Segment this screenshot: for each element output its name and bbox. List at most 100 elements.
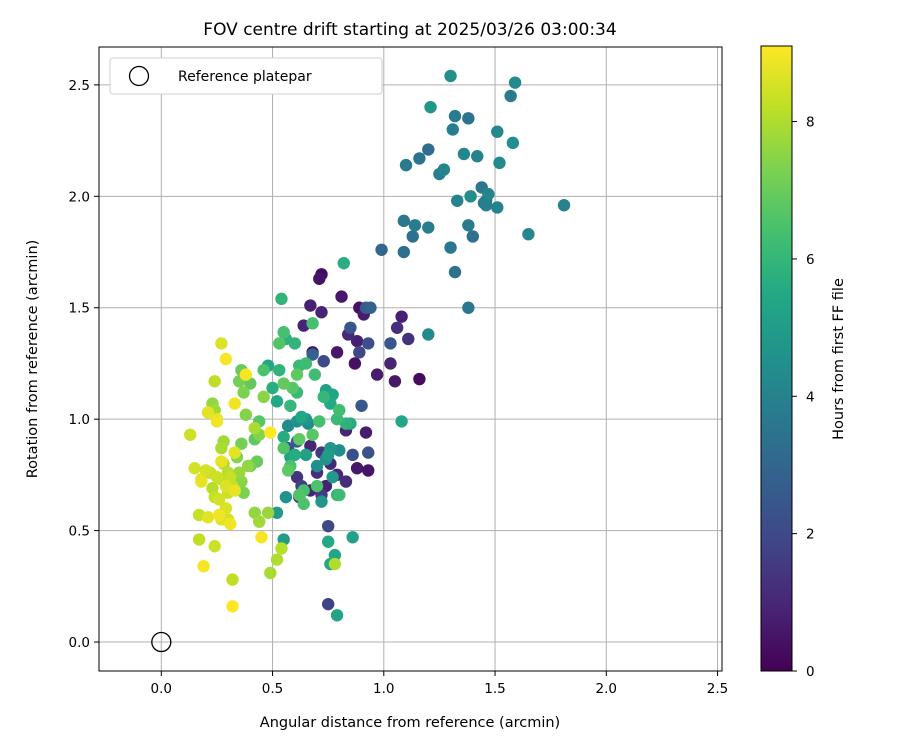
scatter-point <box>308 368 322 381</box>
scatter-point <box>210 470 224 484</box>
scatter-point <box>315 495 328 508</box>
scatter-point <box>237 386 250 399</box>
scatter-point <box>306 428 319 441</box>
scatter-point <box>192 533 206 546</box>
scatter-point <box>493 156 506 170</box>
chart-title: FOV centre drift starting at 2025/03/26 … <box>203 20 616 40</box>
scatter-point <box>277 377 290 390</box>
scatter-point <box>413 152 426 165</box>
scatter-point <box>350 462 364 475</box>
scatter-point <box>451 194 464 207</box>
scatter-point <box>226 573 239 586</box>
scatter-point <box>261 506 275 519</box>
scatter-point <box>350 334 364 348</box>
scatter-point <box>346 531 359 544</box>
scatter-point <box>212 508 226 522</box>
scatter-point <box>457 147 471 161</box>
scatter-point <box>224 517 237 531</box>
scatter-point <box>273 337 286 350</box>
scatter-point <box>264 426 277 439</box>
scatter-point <box>422 328 435 341</box>
scatter-point <box>201 511 215 524</box>
scatter-point <box>188 462 201 475</box>
scatter-point <box>270 395 284 408</box>
scatter-point <box>208 375 221 388</box>
scatter-point <box>408 219 422 232</box>
scatter-point <box>212 493 226 506</box>
scatter-point <box>315 306 328 319</box>
scatter-point <box>257 390 270 404</box>
scatter-point <box>522 228 535 241</box>
scatter-point <box>317 390 330 404</box>
scatter-point <box>328 557 342 571</box>
scatter-point <box>395 310 408 323</box>
legend-marker-reference <box>128 65 150 87</box>
x-tick-label: 1.5 <box>484 681 505 697</box>
scatter-point <box>362 337 375 350</box>
y-tick-label: 0.0 <box>69 635 90 651</box>
scatter-point <box>310 459 324 473</box>
scatter-point <box>253 515 266 528</box>
scatter-point <box>344 321 357 334</box>
legend-label-reference: Reference platepar <box>178 69 312 85</box>
scatter-point <box>384 337 397 350</box>
y-tick-label: 2.0 <box>69 189 90 205</box>
scatter-point <box>397 214 411 228</box>
y-axis-label: Rotation from reference (arcmin) <box>25 240 41 479</box>
scatter-point <box>353 346 366 359</box>
colorbar-tick-label: 2 <box>806 527 815 543</box>
y-tick-label: 0.5 <box>69 524 90 540</box>
scatter-point <box>328 548 342 562</box>
scatter-point <box>446 123 459 136</box>
x-tick-label: 0.5 <box>262 681 283 697</box>
scatter-point <box>288 448 301 462</box>
scatter-point <box>399 158 413 172</box>
scatter-point <box>313 415 326 428</box>
scatter-point <box>228 484 241 497</box>
scatter-point <box>277 430 290 444</box>
scatter-point <box>275 542 288 555</box>
scatter-point <box>277 441 290 455</box>
scatter-point <box>479 199 493 212</box>
scatter-point <box>444 69 457 83</box>
scatter-point <box>197 560 210 573</box>
scatter-point <box>362 464 375 477</box>
reference-platepar-marker <box>151 631 172 653</box>
scatter-point <box>364 301 377 314</box>
scatter-point <box>388 375 402 388</box>
scatter-point <box>321 597 335 611</box>
colorbar-tick-label: 6 <box>806 252 815 268</box>
scatter-point <box>195 475 208 488</box>
scatter-point <box>422 221 435 234</box>
scatter-point <box>557 199 571 212</box>
y-tick-label: 1.0 <box>69 412 90 428</box>
data-points <box>151 69 571 653</box>
scatter-point <box>184 428 197 441</box>
scatter-point <box>333 488 346 502</box>
scatter-point <box>355 399 368 412</box>
scatter-point <box>257 363 270 377</box>
scatter-point <box>270 553 284 566</box>
scatter-point <box>277 326 290 339</box>
scatter-point <box>304 299 317 312</box>
scatter-point <box>422 143 435 156</box>
scatter-point <box>299 357 313 370</box>
scatter-point <box>306 317 319 330</box>
colorbar-ticks: 0 2 4 6 8 <box>792 115 815 680</box>
scatter-point <box>508 76 522 89</box>
scatter-point <box>215 441 228 455</box>
x-tick-label: 2.0 <box>596 681 617 697</box>
scatter-point <box>395 415 408 428</box>
scatter-point <box>448 265 462 279</box>
scatter-point <box>406 230 419 243</box>
scatter-point <box>462 219 475 232</box>
scatter-point <box>306 348 319 361</box>
scatter-point <box>359 426 373 439</box>
scatter-point <box>310 479 324 493</box>
scatter-point <box>326 470 339 484</box>
scatter-point <box>255 531 268 544</box>
scatter-point <box>466 230 479 243</box>
scatter-point <box>491 125 504 138</box>
scatter-point <box>335 290 348 303</box>
